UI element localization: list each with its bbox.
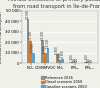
Text: 9 500: 9 500	[43, 45, 47, 53]
Text: 22 000: 22 000	[41, 31, 45, 40]
Legend: Reference 2016, Diesel scenario 2050, Gasoline scenario 2050: Reference 2016, Diesel scenario 2050, Ga…	[40, 75, 87, 88]
Bar	[32, 53, 35, 63]
Bar	[56, 54, 59, 63]
Bar	[41, 40, 44, 63]
Text: 4 600: 4 600	[61, 51, 65, 58]
Text: 3 200: 3 200	[58, 52, 62, 60]
Bar	[73, 62, 76, 63]
Bar	[30, 41, 32, 63]
Bar	[44, 53, 47, 63]
Text: 21 500: 21 500	[29, 31, 33, 40]
Text: 380: 380	[90, 58, 94, 63]
Text: 10 000: 10 000	[31, 43, 35, 52]
Y-axis label: Emissions (in tonnes/year): Emissions (in tonnes/year)	[0, 11, 3, 63]
Bar	[47, 48, 49, 63]
Text: 1 100: 1 100	[85, 54, 89, 62]
Text: 1 400: 1 400	[70, 54, 74, 62]
Text: 520: 520	[87, 57, 91, 62]
Text: 800: 800	[73, 57, 77, 62]
Text: 620: 620	[75, 57, 79, 62]
Bar	[59, 60, 61, 63]
Text: 42 000: 42 000	[26, 9, 30, 19]
Text: 8 800: 8 800	[55, 46, 59, 54]
Bar	[27, 19, 29, 63]
Bar	[85, 62, 88, 63]
Bar	[71, 62, 73, 63]
Title: Annual emissions of primary pollutants
from road transport in Île-de-France: Annual emissions of primary pollutants f…	[8, 0, 100, 10]
Bar	[61, 59, 64, 63]
Text: 14 500: 14 500	[46, 38, 50, 48]
